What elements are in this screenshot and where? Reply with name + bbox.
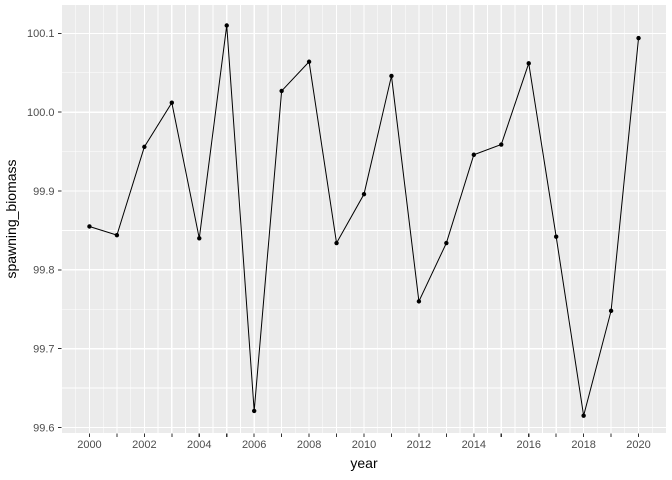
data-point bbox=[251, 408, 257, 414]
y-tick-label: 99.8 bbox=[33, 265, 54, 277]
data-point bbox=[553, 234, 559, 239]
x-tick-label: 2020 bbox=[626, 439, 650, 451]
data-point bbox=[334, 240, 339, 246]
data-point bbox=[279, 88, 284, 94]
axis-tick-labels-layer: 2000 2002 2004 2006 2008 2010 2012 2014 2016 2018… bbox=[27, 28, 651, 451]
data-point bbox=[499, 142, 504, 147]
data-point bbox=[471, 152, 477, 157]
data-point bbox=[526, 61, 531, 66]
data-point bbox=[361, 191, 367, 197]
data-point bbox=[444, 240, 449, 246]
data-point bbox=[224, 23, 229, 28]
x-tick-label: 2006 bbox=[242, 439, 266, 451]
data-point bbox=[416, 299, 422, 304]
y-tick-label: 99.6 bbox=[33, 422, 54, 434]
data-point bbox=[636, 35, 641, 41]
x-tick-label: 2002 bbox=[132, 439, 156, 451]
x-tick-label: 2012 bbox=[407, 439, 431, 451]
x-tick-label: 2004 bbox=[187, 439, 211, 451]
data-point bbox=[169, 100, 175, 105]
data-point bbox=[114, 232, 120, 238]
data-point bbox=[197, 236, 202, 241]
data-point bbox=[608, 308, 614, 314]
y-tick-label: 99.7 bbox=[33, 343, 54, 355]
y-axis-title: spawning_biomass bbox=[3, 159, 19, 278]
data-series-layer bbox=[87, 23, 641, 418]
data-point bbox=[306, 59, 312, 64]
y-tick-label: 100.0 bbox=[27, 107, 55, 119]
data-point bbox=[142, 144, 147, 150]
data-point bbox=[87, 224, 92, 229]
x-tick-label: 2018 bbox=[571, 439, 595, 451]
x-tick-label: 2016 bbox=[516, 439, 540, 451]
y-tick-label: 99.9 bbox=[33, 186, 54, 198]
data-point bbox=[581, 413, 586, 418]
axis-ticks-layer bbox=[58, 32, 640, 437]
x-axis-title: year bbox=[350, 455, 378, 471]
x-tick-label: 2010 bbox=[352, 439, 376, 451]
x-tick-label: 2000 bbox=[77, 439, 101, 451]
data-point bbox=[389, 73, 394, 79]
x-tick-label: 2008 bbox=[297, 439, 321, 451]
major-gridlines-layer bbox=[62, 5, 666, 433]
y-tick-label: 100.1 bbox=[27, 28, 55, 40]
x-tick-label: 2014 bbox=[462, 439, 486, 451]
